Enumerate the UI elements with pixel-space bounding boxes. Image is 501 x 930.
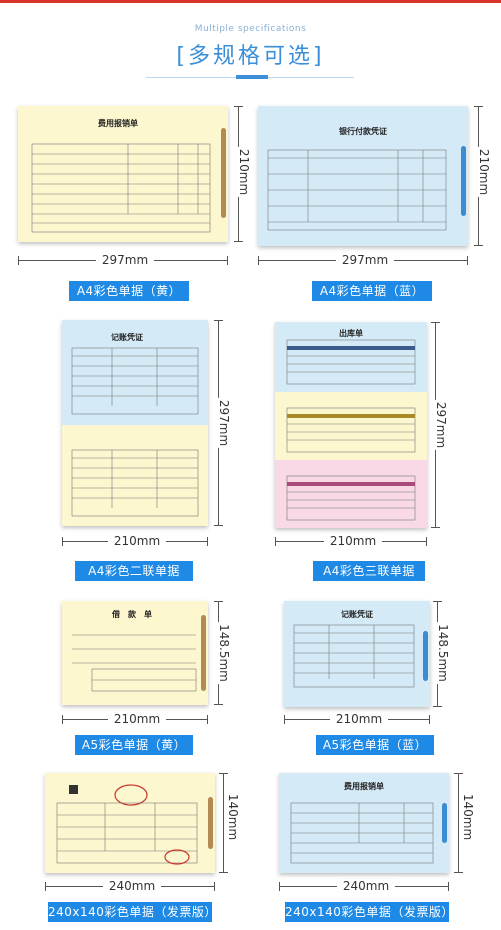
form-sample-240x140-invoice-yellow [45, 773, 215, 873]
width-label: 240mm [337, 879, 395, 893]
caption-label: A4彩色三联单据 [313, 561, 425, 581]
binding-strip [461, 146, 466, 216]
width-label: 297mm [96, 253, 154, 267]
height-label: 210mm [237, 146, 252, 198]
form-title: 借 款 单 [112, 610, 152, 619]
width-label: 240mm [103, 879, 161, 893]
height-label: 148.5mm [216, 622, 231, 684]
form-sample-a5-yellow: 借 款 单 [62, 601, 208, 705]
section-subtitle: Multiple specifications [194, 24, 307, 34]
height-label: 140mm [461, 791, 476, 843]
binding-strip [208, 797, 213, 849]
caption-label: A5彩色单据（蓝） [316, 735, 434, 755]
width-label: 210mm [108, 534, 166, 548]
binding-strip [442, 803, 447, 843]
form-title: 记账凭证 [341, 610, 373, 619]
width-label: 297mm [336, 253, 394, 267]
binding-strip [201, 615, 206, 691]
form-sample-a4-three-part: 出库单 [275, 322, 427, 528]
caption-label: A4彩色单据（蓝） [312, 281, 432, 301]
height-label: 297mm [434, 399, 449, 451]
form-sample-a4-two-part: 记账凭证 [62, 320, 208, 526]
height-dimension [219, 773, 228, 873]
form-title: 银行付款凭证 [339, 127, 387, 136]
caption-label: A5彩色单据（黄） [75, 735, 193, 755]
form-title: 记账凭证 [111, 333, 143, 342]
caption-label: A4彩色二联单据 [75, 561, 193, 581]
caption-label: 240x140彩色单据（发票版） [285, 902, 453, 922]
form-title: 出库单 [339, 329, 363, 338]
width-label: 210mm [330, 712, 388, 726]
section-title: [多规格可选] [176, 44, 325, 69]
width-label: 210mm [108, 712, 166, 726]
height-label: 140mm [226, 791, 241, 843]
form-sample-a5-blue: 记账凭证 [284, 601, 430, 707]
form-sample-a4-yellow: 费用报销单 [18, 106, 228, 242]
height-label: 148.5mm [435, 622, 450, 684]
form-title: 费用报销单 [344, 782, 384, 791]
height-label: 210mm [477, 146, 492, 198]
top-accent-line [0, 0, 501, 3]
height-dimension [454, 773, 463, 873]
width-label: 210mm [324, 534, 382, 548]
height-label: 297mm [217, 397, 232, 449]
form-sample-240x140-blue: 费用报销单 [279, 773, 449, 873]
binding-strip [221, 128, 226, 218]
title-divider-accent [236, 75, 268, 79]
caption-label: 240x140彩色单据（发票版） [48, 902, 216, 922]
form-title: 费用报销单 [98, 119, 138, 128]
binding-strip [423, 631, 428, 681]
form-sample-a4-blue: 银行付款凭证 [258, 106, 468, 246]
caption-label: A4彩色单据（黄） [69, 281, 189, 301]
